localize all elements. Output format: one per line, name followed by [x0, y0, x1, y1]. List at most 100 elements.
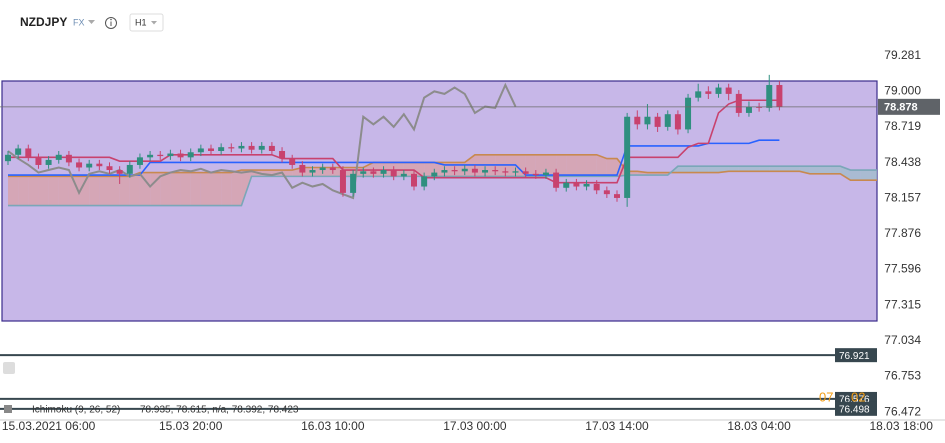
- y-tick-label: 77.876: [884, 226, 921, 240]
- y-tick-label: 76.472: [884, 404, 921, 418]
- candle-body: [451, 170, 458, 172]
- candle-body: [279, 150, 286, 159]
- y-tick-label: 78.438: [884, 155, 921, 169]
- candle-body: [583, 183, 590, 187]
- cloud-fill: [18, 176, 29, 206]
- cloud-fill: [200, 172, 211, 206]
- cloud-fill: [160, 172, 171, 206]
- cloud-fill: [708, 166, 719, 173]
- cloud-fill: [759, 166, 770, 172]
- y-tick-label: 77.315: [884, 297, 921, 311]
- cloud-fill: [830, 166, 841, 174]
- candle-body: [664, 114, 671, 127]
- candle-body: [624, 116, 631, 198]
- candle-body: [766, 85, 773, 108]
- cloud-fill: [606, 158, 617, 177]
- candle-body: [299, 164, 306, 173]
- candle-body: [441, 170, 448, 173]
- candle-body: [705, 91, 712, 94]
- candle-body: [197, 148, 204, 153]
- cloud-fill: [150, 172, 161, 206]
- countdown-minutes: 07: [819, 389, 833, 404]
- candle-body: [776, 85, 783, 107]
- cloud-fill: [525, 154, 536, 177]
- candle-body: [319, 167, 326, 171]
- cloud-fill: [129, 172, 140, 206]
- candle-body: [522, 171, 529, 174]
- cloud-fill: [211, 172, 222, 206]
- y-tick-label: 76.753: [884, 369, 921, 383]
- candle-body: [289, 158, 296, 165]
- candle-body: [674, 114, 681, 130]
- x-tick-label: 15.03 20:00: [159, 419, 223, 433]
- cloud-fill: [8, 176, 19, 206]
- cloud-fill: [38, 176, 49, 206]
- y-tick-label: 78.157: [884, 190, 921, 204]
- candle-body: [65, 154, 72, 163]
- candle-body: [735, 93, 742, 113]
- candle-body: [695, 91, 702, 98]
- dropdown-arrow[interactable]: [88, 20, 95, 24]
- candle-body: [603, 190, 610, 195]
- indicator-line: [8, 154, 877, 181]
- cloud-fill: [221, 172, 232, 206]
- candle-body: [268, 145, 275, 151]
- cloud-fill: [799, 166, 810, 174]
- cloud-fill: [586, 154, 597, 177]
- cloud-fill: [850, 170, 861, 181]
- candle-body: [492, 170, 499, 172]
- level-box: [835, 401, 877, 416]
- candle-body: [654, 116, 661, 127]
- cloud-fill: [99, 176, 110, 206]
- candle-body: [542, 172, 549, 176]
- cloud-fill: [68, 176, 80, 206]
- last-price-label: 78.878: [884, 102, 918, 114]
- candle-body: [258, 145, 265, 150]
- level-box: [835, 348, 877, 363]
- cloud-fill: [870, 170, 877, 181]
- cloud-fill: [769, 166, 780, 172]
- cloud-fill: [28, 176, 39, 206]
- candle-body: [86, 163, 93, 168]
- candle-body: [208, 148, 214, 151]
- candle-body: [411, 173, 417, 187]
- candle-body: [76, 162, 83, 168]
- cloud-fill: [688, 166, 699, 173]
- candle-body: [715, 87, 722, 94]
- candle-body: [380, 170, 387, 174]
- cloud-fill: [545, 154, 557, 177]
- cloud-fill: [454, 162, 465, 177]
- timeframe: H1: [135, 17, 147, 27]
- candle-body: [167, 153, 174, 157]
- cloud-fill: [515, 154, 526, 177]
- cloud-fill: [109, 176, 120, 206]
- countdown-seconds: 02: [851, 389, 865, 404]
- candle-body: [370, 171, 377, 174]
- cloud-fill: [596, 154, 607, 177]
- timeframe-arrow: [151, 21, 157, 25]
- x-tick-label: 17.03 00:00: [443, 419, 507, 433]
- candle-body: [96, 163, 103, 167]
- candle-body: [157, 154, 164, 157]
- cloud-fill: [576, 154, 587, 177]
- candle-body: [136, 157, 143, 165]
- candle-body: [745, 106, 752, 113]
- cloud-fill: [444, 162, 455, 177]
- candle-body: [106, 166, 113, 171]
- currency-icon[interactable]: [3, 362, 15, 374]
- candle-body: [461, 168, 468, 172]
- cloud-fill: [809, 166, 820, 174]
- candle-body: [512, 171, 519, 173]
- x-tick-label: 17.03 14:00: [585, 419, 649, 433]
- info-icon[interactable]: [105, 17, 117, 29]
- cloud-fill: [698, 166, 709, 173]
- candle-body: [15, 148, 22, 155]
- candle-body: [614, 194, 620, 198]
- x-tick-label: 16.03 10:00: [301, 419, 365, 433]
- candle-body: [431, 172, 438, 177]
- info-icon-dot: [110, 18, 112, 21]
- timeframe-button[interactable]: [129, 13, 164, 32]
- indicator-icon[interactable]: [4, 405, 12, 413]
- cloud-fill: [139, 172, 151, 206]
